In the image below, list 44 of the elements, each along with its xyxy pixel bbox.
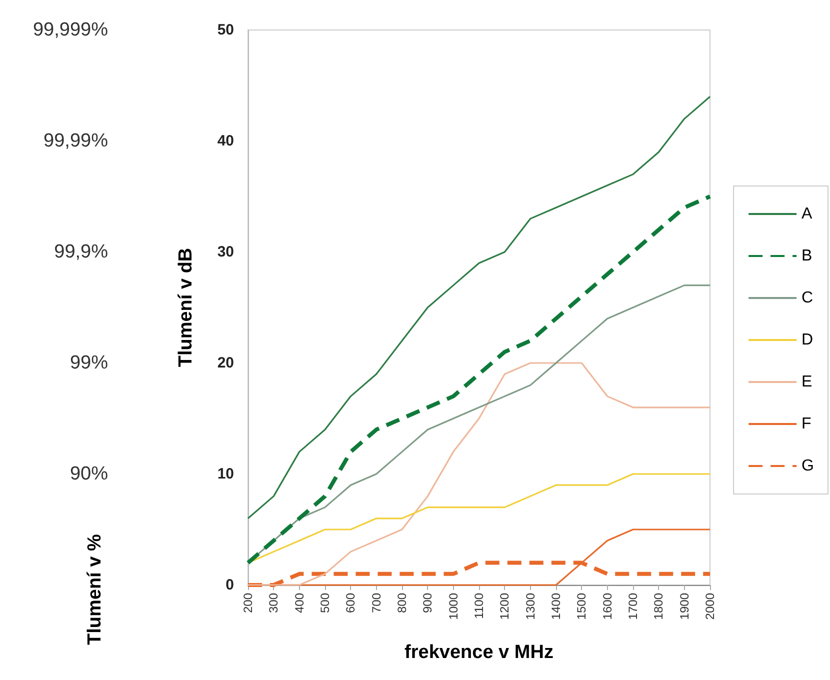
legend-label: D [802, 332, 814, 348]
x-tick-label: 2000 [703, 592, 717, 620]
text: 90% [70, 464, 108, 484]
x-tick-label: 300 [266, 592, 281, 614]
legend-label: B [802, 248, 812, 264]
y-tick-label: 40 [217, 132, 234, 150]
x-tick-label: 200 [241, 592, 255, 614]
x-axis-title: frekvence v MHz [404, 642, 554, 663]
x-tick-label: 500 [318, 592, 332, 614]
legend-label: G [802, 458, 814, 474]
x-tick-label: 1300 [523, 592, 538, 620]
y-tick-label: 50 [217, 22, 234, 38]
line-series [247, 473, 711, 564]
line-series [247, 362, 711, 586]
text: 99% [70, 352, 108, 374]
x-tick-label: 1400 [549, 592, 563, 620]
x-tick-label: 1000 [446, 592, 460, 620]
y-tick-label: 10 [217, 466, 234, 482]
line-series [246, 194, 712, 565]
x-tick-label: 800 [395, 592, 409, 614]
x-tick-label: 700 [369, 592, 384, 614]
x-tick-label: 900 [420, 592, 435, 614]
x-tick-label: 1500 [574, 592, 589, 620]
text: Tlumení v % [84, 534, 106, 645]
legend-label: E [802, 374, 812, 390]
x-tick-label: 1800 [652, 592, 666, 620]
x-tick-label: 1100 [472, 592, 486, 619]
legend-label: F [802, 416, 812, 432]
y-tick-label: 0 [226, 576, 234, 594]
legend-label: C [802, 290, 814, 306]
x-tick-label: 1600 [600, 592, 614, 620]
x-tick-label: 1900 [677, 592, 692, 620]
x-tick-label: 1700 [626, 592, 640, 620]
text: 99,999% [32, 20, 108, 40]
x-tick-label: 600 [344, 592, 358, 614]
legend-label: A [802, 206, 813, 222]
line-series [247, 96, 711, 520]
y-tick-label: 30 [217, 244, 234, 260]
y-tick-label: 20 [217, 354, 234, 372]
y-axis-title: Tlumení v dB [176, 248, 196, 368]
text: 99,99% [44, 130, 108, 152]
x-tick-label: 400 [292, 592, 306, 614]
text: 99,9% [54, 242, 108, 262]
x-tick-label: 1200 [498, 592, 512, 620]
